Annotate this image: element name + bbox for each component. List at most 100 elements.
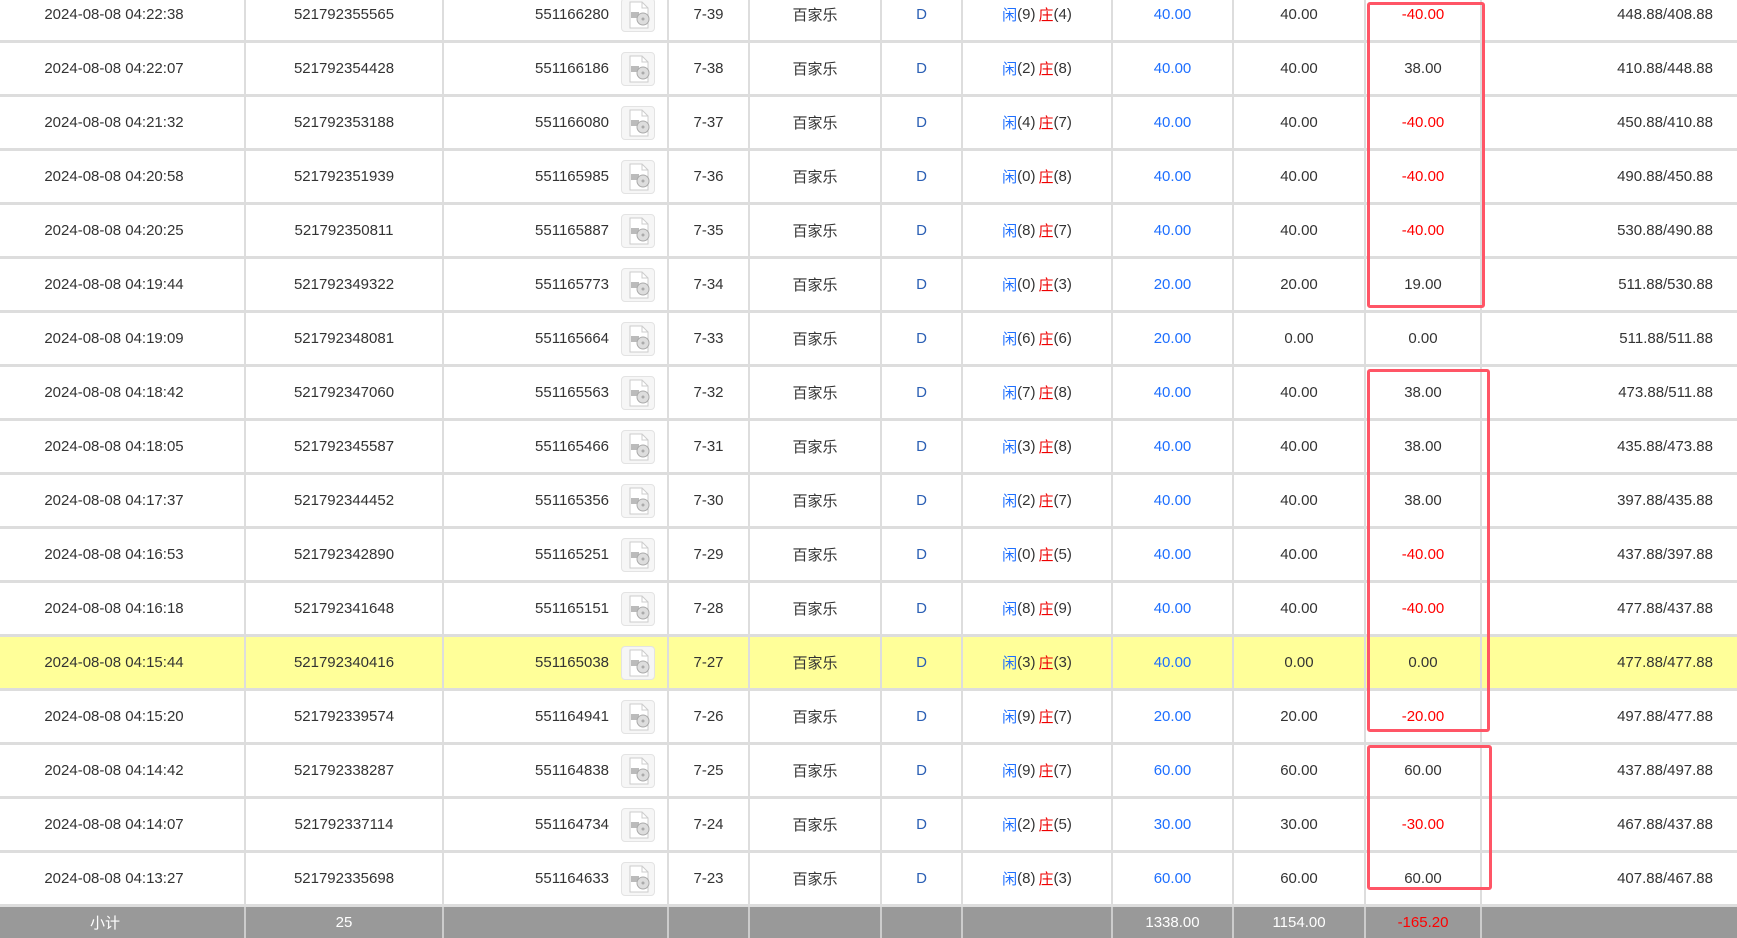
banker-label: 庄 — [1038, 169, 1054, 186]
game-name: 百家乐 — [750, 313, 882, 364]
table-row: 2024-08-08 04:20:58 521792351939 5511659… — [0, 151, 1737, 205]
video-file-icon[interactable] — [621, 429, 655, 464]
round-number: 551165664 — [444, 313, 669, 364]
bet-amount: 30.00 — [1113, 799, 1234, 850]
result: 闲(8) 庄(9) — [963, 583, 1113, 634]
banker-points: 7 — [1058, 762, 1067, 779]
game-name: 百家乐 — [750, 43, 882, 94]
video-file-icon[interactable] — [621, 861, 655, 896]
subtotal-bet: 1338.00 — [1113, 907, 1234, 938]
round-id: 551164838 — [535, 762, 609, 779]
banker-label: 庄 — [1038, 817, 1054, 834]
bet-amount: 40.00 — [1113, 583, 1234, 634]
game-name: 百家乐 — [750, 259, 882, 310]
bet-time: 2024-08-08 04:21:32 — [0, 97, 246, 148]
balance: 490.88/450.88 — [1617, 168, 1713, 185]
game-name: 百家乐 — [750, 691, 882, 742]
result: 闲(3) 庄(3) — [963, 637, 1113, 688]
video-file-icon[interactable] — [621, 0, 655, 32]
table-row: 2024-08-08 04:15:20 521792339574 5511649… — [0, 691, 1737, 745]
round-number: 551165038 — [444, 637, 669, 688]
bet-time: 2024-08-08 04:15:20 — [0, 691, 246, 742]
subtotal-row: 小计 25 1338.00 1154.00 -165.20 — [0, 907, 1737, 938]
order-number: 521792342890 — [246, 529, 444, 580]
balance: 467.88/437.88 — [1617, 816, 1713, 833]
game-name: 百家乐 — [750, 799, 882, 850]
order-number: 521792341648 — [246, 583, 444, 634]
game-name: 百家乐 — [750, 367, 882, 418]
player-points: 0 — [1022, 168, 1031, 185]
table-number: 7-31 — [669, 421, 750, 472]
valid-bet: 40.00 — [1234, 0, 1366, 40]
bet-time: 2024-08-08 04:19:09 — [0, 313, 246, 364]
video-file-icon[interactable] — [621, 213, 655, 248]
bet-type: D — [882, 367, 963, 418]
profit: -40.00 — [1366, 205, 1482, 256]
video-file-icon[interactable] — [621, 105, 655, 140]
bet-type: D — [882, 43, 963, 94]
valid-bet: 40.00 — [1234, 529, 1366, 580]
game-name: 百家乐 — [750, 637, 882, 688]
video-file-icon[interactable] — [621, 591, 655, 626]
video-file-icon[interactable] — [621, 51, 655, 86]
video-file-icon[interactable] — [621, 159, 655, 194]
result: 闲(8) 庄(7) — [963, 205, 1113, 256]
round-number: 551165251 — [444, 529, 669, 580]
bet-amount: 40.00 — [1113, 43, 1234, 94]
balance: 437.88/397.88 — [1617, 546, 1713, 563]
valid-bet: 40.00 — [1234, 475, 1366, 526]
video-file-icon[interactable] — [621, 537, 655, 572]
round-number: 551165563 — [444, 367, 669, 418]
video-file-icon[interactable] — [621, 375, 655, 410]
table-row: 2024-08-08 04:18:42 521792347060 5511655… — [0, 367, 1737, 421]
banker-points: 3 — [1058, 870, 1067, 887]
round-id: 551165985 — [535, 168, 609, 185]
balance: 437.88/497.88 — [1617, 762, 1713, 779]
table-number: 7-28 — [669, 583, 750, 634]
video-file-icon[interactable] — [621, 483, 655, 518]
player-label: 闲 — [1002, 547, 1018, 564]
banker-label: 庄 — [1038, 655, 1054, 672]
player-points: 9 — [1022, 708, 1031, 725]
round-id: 551164633 — [535, 870, 609, 887]
banker-points: 7 — [1058, 492, 1067, 509]
player-label: 闲 — [1002, 331, 1018, 348]
round-id: 551165664 — [535, 330, 609, 347]
video-file-icon[interactable] — [621, 807, 655, 842]
banker-points: 7 — [1058, 708, 1067, 725]
bet-type: D — [882, 421, 963, 472]
round-id: 551164941 — [535, 708, 609, 725]
table-row: 2024-08-08 04:19:44 521792349322 5511657… — [0, 259, 1737, 313]
video-file-icon[interactable] — [621, 321, 655, 356]
game-name: 百家乐 — [750, 475, 882, 526]
result: 闲(9) 庄(4) — [963, 0, 1113, 40]
round-number: 551165356 — [444, 475, 669, 526]
bet-amount: 40.00 — [1113, 97, 1234, 148]
round-id: 551165563 — [535, 384, 609, 401]
video-file-icon[interactable] — [621, 645, 655, 680]
video-file-icon[interactable] — [621, 267, 655, 302]
profit: 19.00 — [1366, 259, 1482, 310]
valid-bet: 40.00 — [1234, 205, 1366, 256]
valid-bet: 40.00 — [1234, 97, 1366, 148]
video-file-icon[interactable] — [621, 753, 655, 788]
profit: -40.00 — [1366, 583, 1482, 634]
round-number: 551165773 — [444, 259, 669, 310]
bet-type: D — [882, 0, 963, 40]
bet-amount: 40.00 — [1113, 475, 1234, 526]
bet-time: 2024-08-08 04:13:27 — [0, 853, 246, 904]
round-number: 551165466 — [444, 421, 669, 472]
video-file-icon[interactable] — [621, 699, 655, 734]
result: 闲(0) 庄(5) — [963, 529, 1113, 580]
table-number: 7-38 — [669, 43, 750, 94]
balance: 497.88/477.88 — [1617, 708, 1713, 725]
order-number: 521792344452 — [246, 475, 444, 526]
banker-label: 庄 — [1038, 277, 1054, 294]
balance: 407.88/467.88 — [1617, 870, 1713, 887]
order-number: 521792339574 — [246, 691, 444, 742]
round-number: 551166186 — [444, 43, 669, 94]
balance: 477.88/437.88 — [1617, 600, 1713, 617]
result: 闲(2) 庄(5) — [963, 799, 1113, 850]
balance: 435.88/473.88 — [1617, 438, 1713, 455]
valid-bet: 60.00 — [1234, 745, 1366, 796]
